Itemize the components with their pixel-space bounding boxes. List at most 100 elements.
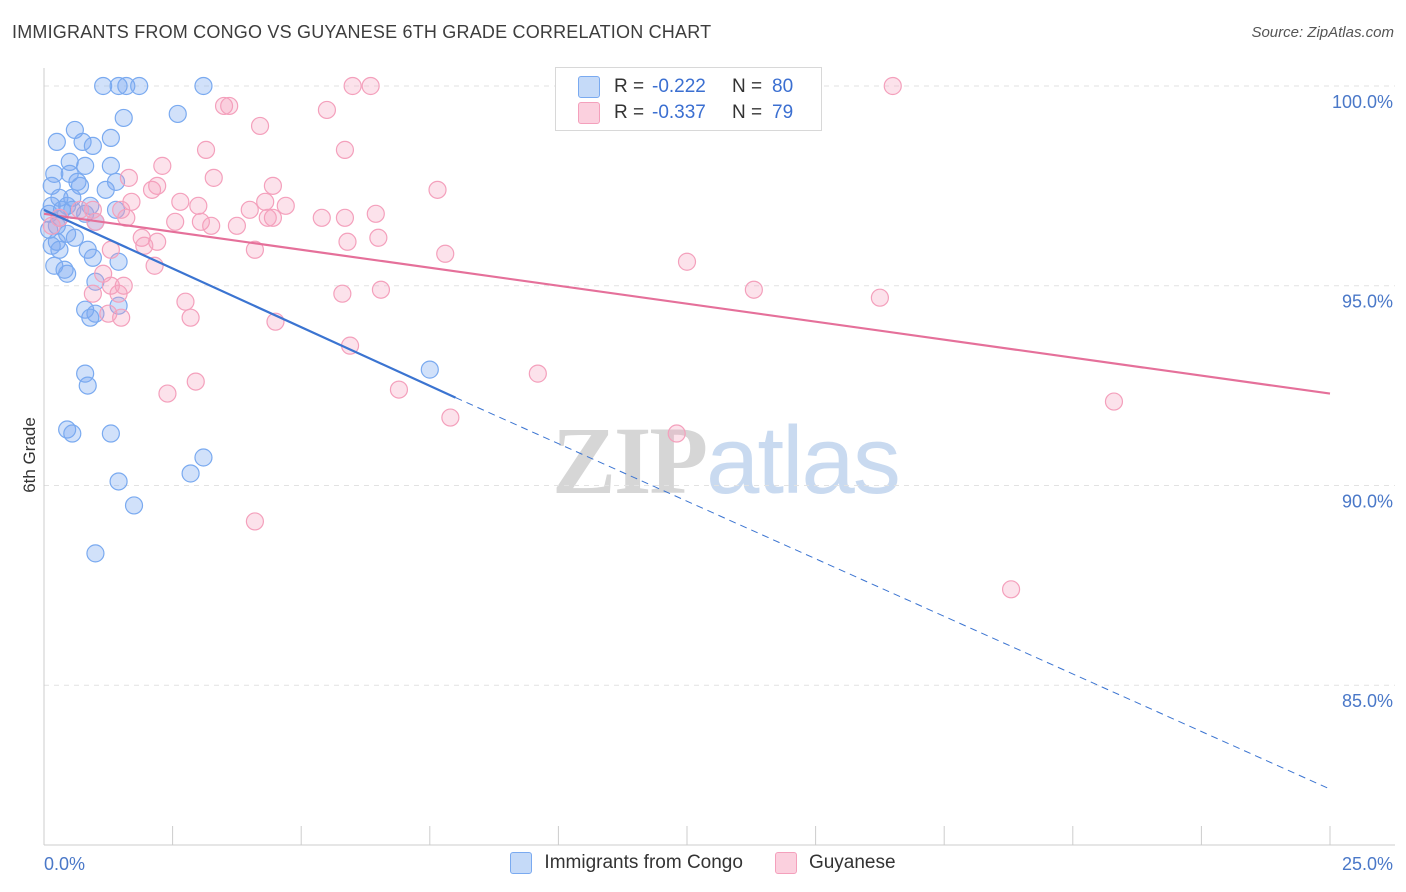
point-congo <box>73 132 92 152</box>
axis-labels: 100.0% 95.0% 90.0% 85.0% 0.0% 25.0% 6th Grade <box>20 92 1393 874</box>
point-guyanese <box>148 176 167 195</box>
point-congo <box>81 308 100 327</box>
point-congo <box>420 360 439 379</box>
series-legend: Immigrants from Congo Guyanese <box>0 852 1406 874</box>
legend-r-label: R = <box>614 102 645 123</box>
point-congo <box>194 448 213 467</box>
point-congo <box>45 256 64 275</box>
point-guyanese <box>166 212 185 231</box>
point-guyanese <box>335 140 355 159</box>
point-guyanese <box>312 208 331 227</box>
x-tick-label-min: 0.0% <box>44 854 85 874</box>
correlation-legend: R = -0.222 N = 80 R = -0.337 N = 79 <box>555 67 822 131</box>
legend-swatch-guyanese <box>774 852 797 874</box>
point-guyanese <box>667 424 686 443</box>
point-guyanese <box>191 212 210 231</box>
point-guyanese <box>181 308 200 327</box>
legend-swatch-congo <box>578 76 600 98</box>
point-congo <box>76 156 95 175</box>
point-guyanese <box>214 96 234 116</box>
trend-line-guyanese <box>43 212 1331 395</box>
point-congo <box>130 76 149 96</box>
point-guyanese <box>83 284 102 303</box>
point-guyanese <box>317 100 337 120</box>
point-congo <box>65 228 84 247</box>
point-guyanese <box>135 236 154 255</box>
point-congo <box>50 240 69 259</box>
point-congo <box>96 180 115 199</box>
y-tick-label: 90.0% <box>1342 491 1393 511</box>
point-guyanese <box>870 288 890 307</box>
point-congo <box>45 164 64 183</box>
trend-lines <box>43 208 1331 790</box>
y-axis-title: 6th Grade <box>20 417 39 493</box>
point-guyanese <box>276 196 295 215</box>
point-congo <box>47 132 66 152</box>
trend-line-congo-extension <box>455 397 1331 790</box>
point-guyanese <box>258 208 277 227</box>
point-congo <box>94 76 113 96</box>
point-guyanese <box>245 240 265 259</box>
legend-n-value: 80 <box>772 76 794 97</box>
point-congo <box>114 108 133 128</box>
legend-item-congo: Immigrants from Congo <box>510 852 743 874</box>
legend-r-value: -0.222 <box>652 76 706 97</box>
point-congo <box>58 264 77 283</box>
legend-swatch-guyanese <box>578 102 600 124</box>
legend-n-label: N = <box>732 102 763 123</box>
point-guyanese <box>220 96 239 116</box>
point-guyanese <box>202 216 221 235</box>
legend-row-congo: R = -0.222 N = 80 <box>578 74 793 100</box>
point-guyanese <box>677 252 697 271</box>
legend-label-guyanese: Guyanese <box>808 852 896 873</box>
trend-line-congo <box>43 208 456 399</box>
legend-item-guyanese: Guyanese <box>774 852 896 874</box>
axes <box>43 68 1395 846</box>
point-guyanese <box>204 168 223 187</box>
point-congo <box>101 128 120 148</box>
point-guyanese <box>1104 392 1124 411</box>
legend-r-label: R = <box>614 76 645 97</box>
point-guyanese <box>263 208 283 227</box>
y-tick-label: 100.0% <box>1332 92 1393 112</box>
point-guyanese <box>227 216 246 235</box>
legend-row-guyanese: R = -0.337 N = 79 <box>578 100 793 126</box>
point-guyanese <box>240 200 259 219</box>
point-guyanese <box>338 232 357 251</box>
legend-swatch-congo <box>510 852 533 874</box>
point-guyanese <box>250 116 270 136</box>
point-guyanese <box>83 200 102 219</box>
point-guyanese <box>171 192 190 211</box>
legend-r-value: -0.337 <box>652 102 706 123</box>
point-guyanese <box>389 380 409 399</box>
point-guyanese <box>343 76 362 96</box>
point-congo <box>194 76 213 96</box>
point-congo <box>109 76 128 96</box>
point-guyanese <box>256 192 275 211</box>
point-guyanese <box>245 512 265 531</box>
point-guyanese <box>158 384 177 403</box>
point-congo <box>101 156 120 175</box>
legend-label-congo: Immigrants from Congo <box>544 852 743 873</box>
y-tick-label: 95.0% <box>1342 292 1393 312</box>
point-congo <box>63 424 82 443</box>
point-guyanese <box>109 284 128 303</box>
point-guyanese <box>744 280 763 299</box>
point-congo <box>86 544 105 563</box>
point-guyanese <box>428 180 447 199</box>
point-guyanese <box>263 176 283 195</box>
point-congo <box>76 364 95 383</box>
watermark-atlas: atlas <box>706 407 901 514</box>
point-guyanese <box>186 372 205 391</box>
y-tick-label: 85.0% <box>1342 691 1393 711</box>
point-guyanese <box>333 284 352 303</box>
point-congo <box>101 424 120 443</box>
point-guyanese <box>99 304 118 323</box>
source-label: Source: ZipAtlas.com <box>1251 24 1394 41</box>
point-guyanese <box>42 216 61 235</box>
point-guyanese <box>436 244 455 263</box>
point-guyanese <box>119 168 138 187</box>
point-congo <box>168 104 187 124</box>
point-guyanese <box>196 140 216 159</box>
point-guyanese <box>371 280 391 299</box>
